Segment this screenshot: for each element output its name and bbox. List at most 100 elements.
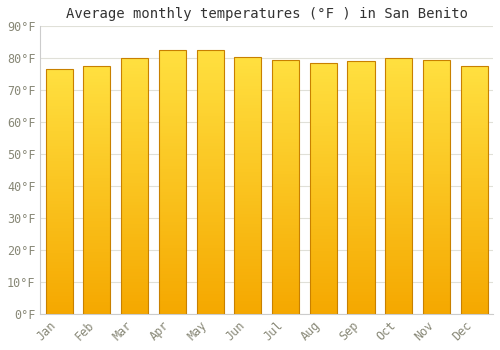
Bar xyxy=(234,98,262,101)
Bar xyxy=(159,251,186,254)
Bar xyxy=(385,256,412,260)
Bar xyxy=(159,96,186,100)
Bar xyxy=(121,113,148,116)
Bar xyxy=(460,277,488,280)
Bar xyxy=(423,89,450,92)
Bar xyxy=(46,244,73,247)
Bar xyxy=(84,150,110,153)
Bar xyxy=(423,130,450,133)
Bar xyxy=(310,129,337,132)
Bar xyxy=(310,66,337,69)
Bar xyxy=(196,182,224,186)
Bar xyxy=(272,190,299,193)
Bar xyxy=(121,292,148,295)
Bar xyxy=(423,126,450,130)
Bar xyxy=(423,139,450,142)
Bar xyxy=(423,174,450,177)
Bar xyxy=(121,74,148,77)
Bar xyxy=(46,124,73,127)
Bar xyxy=(310,170,337,173)
Bar xyxy=(84,72,110,76)
Bar xyxy=(348,304,374,308)
Bar xyxy=(234,144,262,147)
Bar xyxy=(460,162,488,165)
Bar xyxy=(46,213,73,216)
Bar xyxy=(196,156,224,159)
Bar xyxy=(159,77,186,80)
Bar xyxy=(423,209,450,212)
Bar xyxy=(121,151,148,154)
Bar xyxy=(272,101,299,104)
Bar xyxy=(46,293,73,295)
Bar xyxy=(196,287,224,291)
Bar xyxy=(159,119,186,123)
Bar xyxy=(272,133,299,136)
Bar xyxy=(272,164,299,168)
Bar xyxy=(196,222,224,225)
Bar xyxy=(272,260,299,263)
Bar xyxy=(84,202,110,205)
Bar xyxy=(272,114,299,117)
Bar xyxy=(159,271,186,274)
Bar xyxy=(385,173,412,176)
Bar xyxy=(348,109,374,112)
Bar xyxy=(423,164,450,168)
Bar xyxy=(460,181,488,184)
Bar xyxy=(423,98,450,101)
Bar xyxy=(385,90,412,93)
Bar xyxy=(348,121,374,125)
Bar xyxy=(310,204,337,207)
Bar xyxy=(121,77,148,80)
Bar xyxy=(272,282,299,285)
Bar xyxy=(84,79,110,82)
Bar xyxy=(385,272,412,275)
Bar xyxy=(348,219,374,222)
Bar xyxy=(121,148,148,151)
Bar xyxy=(423,63,450,66)
Bar xyxy=(196,212,224,215)
Bar xyxy=(423,181,450,184)
Bar xyxy=(46,121,73,124)
Bar xyxy=(423,257,450,260)
Bar xyxy=(272,120,299,123)
Bar xyxy=(460,280,488,283)
Bar xyxy=(348,292,374,295)
Bar xyxy=(385,304,412,308)
Bar xyxy=(84,199,110,202)
Bar xyxy=(310,126,337,129)
Bar xyxy=(159,90,186,93)
Bar xyxy=(159,212,186,215)
Bar xyxy=(385,253,412,256)
Bar xyxy=(84,205,110,209)
Bar xyxy=(46,167,73,170)
Bar xyxy=(348,137,374,140)
Bar xyxy=(121,234,148,237)
Bar xyxy=(196,133,224,136)
Bar xyxy=(460,283,488,286)
Bar xyxy=(121,109,148,113)
Bar xyxy=(234,140,262,143)
Bar xyxy=(385,93,412,97)
Bar xyxy=(385,151,412,154)
Bar xyxy=(196,310,224,314)
Bar xyxy=(310,85,337,88)
Bar xyxy=(460,144,488,147)
Bar xyxy=(46,234,73,238)
Bar xyxy=(84,274,110,277)
Bar xyxy=(46,280,73,284)
Bar xyxy=(272,187,299,190)
Bar xyxy=(84,267,110,271)
Bar xyxy=(272,152,299,155)
Bar xyxy=(234,131,262,134)
Bar xyxy=(310,119,337,122)
Bar xyxy=(234,57,262,314)
Bar xyxy=(196,254,224,258)
Bar xyxy=(460,175,488,178)
Bar xyxy=(84,261,110,264)
Bar xyxy=(385,167,412,170)
Bar xyxy=(159,205,186,209)
Bar xyxy=(385,122,412,125)
Bar xyxy=(196,281,224,284)
Bar xyxy=(460,140,488,143)
Bar xyxy=(348,172,374,175)
